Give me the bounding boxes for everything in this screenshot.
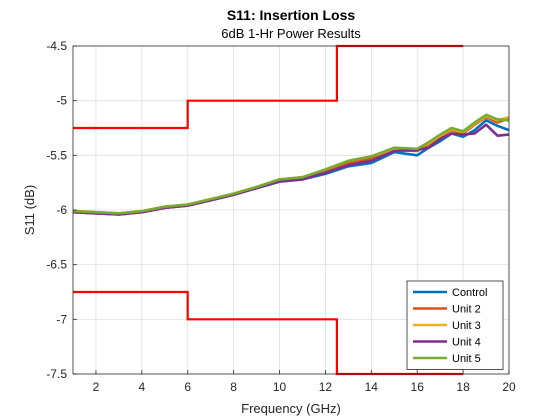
x-tick-label: 20 [502, 380, 516, 394]
legend-entry: Unit 3 [452, 320, 481, 332]
legend-entry: Control [452, 287, 487, 299]
y-tick-label: -4.5 [46, 39, 67, 53]
x-tick-label: 8 [230, 380, 237, 394]
x-tick-label: 2 [93, 380, 100, 394]
x-tick-label: 14 [365, 380, 379, 394]
chart-title: S11: Insertion Loss [227, 7, 356, 23]
x-tick-label: 16 [411, 380, 425, 394]
legend-entry: Unit 4 [452, 337, 481, 349]
x-tick-label: 12 [319, 380, 333, 394]
x-tick-label: 4 [138, 380, 145, 394]
y-tick-label: -5.5 [46, 148, 67, 162]
x-tick-labels: 2 4 6 8 10 12 14 16 18 20 [93, 370, 516, 394]
legend-entry: Unit 2 [452, 304, 481, 316]
x-tick-label: 6 [184, 380, 191, 394]
y-axis-label: S11 (dB) [22, 185, 37, 235]
legend: Control Unit 2 Unit 3 Unit 4 Unit 5 [406, 280, 504, 370]
y-tick-label: -6 [56, 203, 67, 217]
x-tick-label: 10 [273, 380, 287, 394]
chart-subtitle: 6dB 1-Hr Power Results [221, 26, 361, 41]
y-tick-labels: -4.5 -5 -5.5 -6 -6.5 -7 -7.5 [46, 39, 77, 381]
legend-entry: Unit 5 [452, 353, 481, 365]
x-axis-label: Frequency (GHz) [241, 401, 341, 416]
x-tick-label: 18 [456, 380, 470, 394]
series-line-unit-5 [72, 113, 510, 215]
y-tick-label: -5 [56, 94, 67, 108]
y-tick-label: -6.5 [46, 258, 67, 272]
y-tick-label: -7 [56, 312, 67, 326]
y-tick-label: -7.5 [46, 367, 67, 381]
